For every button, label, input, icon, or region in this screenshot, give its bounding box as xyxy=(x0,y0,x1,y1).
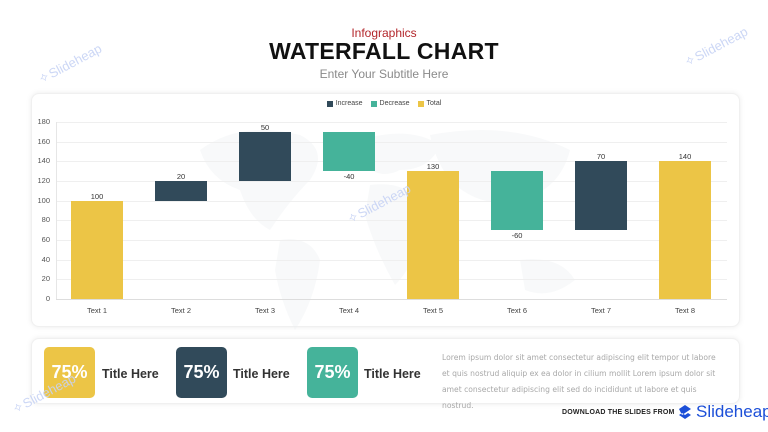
y-tick: 20 xyxy=(41,274,50,283)
slideheap-logo-icon xyxy=(679,405,691,419)
gridline xyxy=(56,260,727,261)
x-tick-label: Text 1 xyxy=(86,306,107,315)
y-tick: 100 xyxy=(37,196,50,205)
page-subtitle: Enter Your Subtitle Here xyxy=(319,67,449,81)
bar-value-label: 130 xyxy=(426,162,440,171)
stat-title-2: Title Here xyxy=(233,367,290,381)
legend-item-total: Total xyxy=(417,100,442,107)
bar-text-1 xyxy=(71,201,123,299)
y-tick: 180 xyxy=(37,117,50,126)
x-tick-label: Text 7 xyxy=(590,306,611,315)
gridline xyxy=(56,122,727,123)
stats-card xyxy=(31,338,740,404)
brand-logo[interactable]: Slideheap xyxy=(676,402,768,422)
gridline xyxy=(56,161,727,162)
x-tick-label: Text 5 xyxy=(422,306,443,315)
bar-value-label: 20 xyxy=(176,172,186,181)
download-text: DOWNLOAD THE SLIDES FROM xyxy=(562,409,675,416)
bar-value-label: -40 xyxy=(343,172,355,181)
gridline xyxy=(56,142,727,143)
y-tick: 120 xyxy=(37,176,50,185)
bar-value-label: 70 xyxy=(596,152,606,161)
x-tick-label: Text 8 xyxy=(674,306,695,315)
gridline xyxy=(56,279,727,280)
bar-value-label: 140 xyxy=(678,152,692,161)
gridline xyxy=(56,201,727,202)
y-tick: 60 xyxy=(41,235,50,244)
x-tick-label: Text 2 xyxy=(170,306,191,315)
gridline xyxy=(56,220,727,221)
chart-legend: Increase Decrease Total xyxy=(0,100,768,107)
legend-swatch-increase xyxy=(326,100,333,107)
legend-swatch-total xyxy=(417,100,424,107)
bar-value-label: 50 xyxy=(260,123,270,132)
legend-label: Increase xyxy=(335,100,363,107)
stat-badge-2: 75% xyxy=(176,347,227,398)
y-tick: 80 xyxy=(41,215,50,224)
legend-item-increase: Increase xyxy=(326,100,363,107)
bar-text-6 xyxy=(491,171,543,230)
bar-text-4 xyxy=(323,132,375,171)
bar-value-label: -60 xyxy=(511,231,523,240)
bar-text-8 xyxy=(659,161,711,299)
legend-swatch-decrease xyxy=(370,100,377,107)
y-tick: 160 xyxy=(37,137,50,146)
x-axis-line xyxy=(56,299,727,300)
x-tick-label: Text 3 xyxy=(254,306,275,315)
legend-item-decrease: Decrease xyxy=(370,100,410,107)
stat-badge-1: 75% xyxy=(44,347,95,398)
bar-text-5 xyxy=(407,171,459,299)
x-tick-label: Text 6 xyxy=(506,306,527,315)
bar-text-2 xyxy=(155,181,207,201)
bar-text-7 xyxy=(575,161,627,230)
y-tick: 140 xyxy=(37,156,50,165)
kicker-text: Infographics xyxy=(351,26,417,40)
stat-title-3: Title Here xyxy=(364,367,421,381)
stat-title-1: Title Here xyxy=(102,367,159,381)
page-title: WATERFALL CHART xyxy=(269,38,499,64)
y-tick: 40 xyxy=(41,255,50,264)
bar-text-3 xyxy=(239,132,291,181)
y-axis-line xyxy=(56,122,57,299)
gridline xyxy=(56,240,727,241)
legend-label: Total xyxy=(426,100,442,107)
legend-label: Decrease xyxy=(379,100,410,107)
description-text: Lorem ipsum dolor sit amet consectetur a… xyxy=(442,353,716,410)
y-tick: 0 xyxy=(45,294,50,303)
x-tick-label: Text 4 xyxy=(338,306,359,315)
gridline xyxy=(56,181,727,182)
stat-badge-3: 75% xyxy=(307,347,358,398)
brand-name: Slideheap xyxy=(696,402,768,421)
bar-value-label: 100 xyxy=(90,192,104,201)
